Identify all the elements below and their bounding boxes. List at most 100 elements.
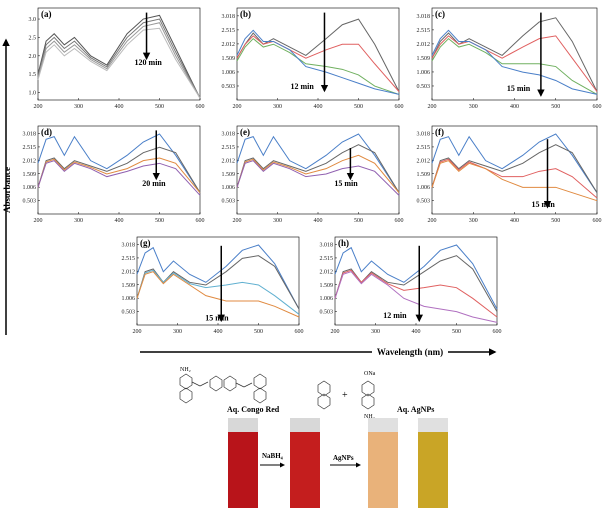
y-tick-label: 1.006: [417, 70, 431, 76]
spectrum-line: [431, 17, 598, 92]
y-tick-label: 3.018: [417, 132, 431, 138]
x-tick-label: 400: [510, 104, 519, 110]
spectrum-line: [236, 35, 400, 92]
panel: 0.503 1.006 1.509 2.012 2.515 3.018 200 300 400 5…: [417, 125, 602, 224]
x-tick-label: 300: [74, 104, 83, 110]
spectrum-line: [334, 269, 498, 318]
spectrum-line: [37, 22, 201, 99]
plot-frame: [236, 125, 400, 215]
x-tick-label: 600: [196, 104, 205, 110]
x-tick-label: 500: [354, 218, 363, 224]
y-tick-label: 2.012: [222, 42, 236, 48]
x-tick-label: 200: [428, 104, 437, 110]
x-tick-label: 400: [115, 104, 124, 110]
y-tick-label: 3.018: [222, 132, 236, 138]
product-label: Aq. AgNPs: [397, 405, 434, 414]
y-tick-label: 2.515: [23, 145, 37, 151]
x-tick-label: 300: [371, 329, 380, 335]
spectrum-line: [236, 144, 400, 193]
label-bg: [372, 346, 448, 358]
y-tick-label: 1.006: [417, 185, 431, 191]
y-tick-label: 0.503: [320, 310, 334, 316]
y-tick-label: 0.503: [417, 199, 431, 205]
x-tick-label: 300: [273, 104, 282, 110]
panel-title: (g): [140, 238, 151, 248]
vial-cap: [290, 418, 320, 432]
y-tick-label: 1.509: [320, 283, 334, 289]
y-tick-label: 2.012: [222, 158, 236, 164]
spectrum-line: [37, 157, 201, 193]
y-tick-label: 1.509: [417, 56, 431, 62]
reactant-label: Aq. Congo Red: [227, 405, 280, 414]
x-tick-label: 200: [34, 104, 43, 110]
panel-title: (f): [435, 127, 444, 137]
spectrum-line: [236, 133, 400, 193]
y-tick-label: 2.5: [29, 35, 37, 41]
spectrum-line: [431, 144, 598, 193]
y-tick-label: 1.006: [23, 185, 37, 191]
x-tick-label: 600: [395, 218, 404, 224]
y-tick-label: 2.515: [417, 145, 431, 151]
y-tick-label: 2.515: [417, 28, 431, 34]
x-tick-label: 500: [354, 104, 363, 110]
spectrum-line: [431, 35, 598, 92]
y-tick-label: 3.018: [417, 14, 431, 20]
y-tick-label: 3.0: [29, 17, 37, 23]
panel: 0.503 1.006 1.509 2.012 2.515 3.018 200 300 400 5…: [320, 236, 502, 335]
x-tick-label: 300: [74, 218, 83, 224]
panel: 0.503 1.006 1.509 2.012 2.515 3.018 200 300 400 5…: [122, 236, 304, 335]
annotation: 15 min: [334, 179, 358, 188]
y-tick-label: 0.503: [222, 199, 236, 205]
vial-cap: [368, 418, 398, 432]
x-tick-label: 400: [510, 218, 519, 224]
x-tick-label: 400: [314, 104, 323, 110]
annotation: 20 min: [142, 179, 166, 188]
vials: [228, 418, 448, 508]
catalyst-label: AgNPs: [333, 454, 354, 462]
plot-frame: [431, 125, 598, 215]
spectrum-line: [431, 160, 598, 202]
x-tick-label: 500: [452, 329, 461, 335]
x-tick-label: 300: [273, 218, 282, 224]
x-tick-label: 200: [233, 218, 242, 224]
panel-title: (h): [338, 238, 349, 248]
vial-cap: [418, 418, 448, 432]
x-tick-label: 600: [493, 329, 502, 335]
spectrum-line: [37, 160, 201, 196]
x-tick-label: 400: [314, 218, 323, 224]
x-axis-label: Wavelength (nm): [377, 347, 443, 357]
spectrum-line: [236, 160, 400, 196]
y-tick-label: 1.509: [122, 283, 136, 289]
panel: 0.503 1.006 1.509 2.012 2.515 3.018 200 300 400 5…: [23, 125, 205, 224]
group-label: ONa: [364, 371, 376, 377]
y-tick-label: 2.012: [320, 269, 334, 275]
y-tick-label: 2.515: [320, 256, 334, 262]
x-tick-label: 200: [428, 218, 437, 224]
spectrum-line: [37, 133, 201, 193]
annotation: 15 min: [507, 84, 531, 93]
structures: [179, 373, 375, 410]
group-label: NH₂: [364, 414, 375, 420]
y-tick-label: 2.515: [222, 28, 236, 34]
x-tick-label: 200: [34, 218, 43, 224]
x-tick-label: 300: [469, 104, 478, 110]
spectrum-line: [236, 18, 400, 92]
y-tick-label: 3.018: [222, 14, 236, 20]
x-tick-label: 600: [593, 104, 602, 110]
y-tick-label: 3.018: [320, 243, 334, 249]
vial: [418, 432, 448, 508]
y-tick-label: 2.012: [122, 269, 136, 275]
x-tick-label: 500: [155, 218, 164, 224]
vial-cap: [228, 418, 258, 432]
spectrum-line: [37, 14, 201, 99]
y-tick-label: 3.018: [122, 243, 136, 249]
panel: 1.0 1.5 2.0 2.5 3.0 200 300 400 500 600 (a) 120 min: [29, 7, 205, 110]
y-tick-label: 1.006: [320, 296, 334, 302]
annotation: 15 min: [532, 200, 556, 209]
y-tick-label: 0.503: [417, 84, 431, 90]
x-tick-label: 400: [412, 329, 421, 335]
spectrum-line: [334, 255, 498, 312]
x-tick-label: 300: [469, 218, 478, 224]
